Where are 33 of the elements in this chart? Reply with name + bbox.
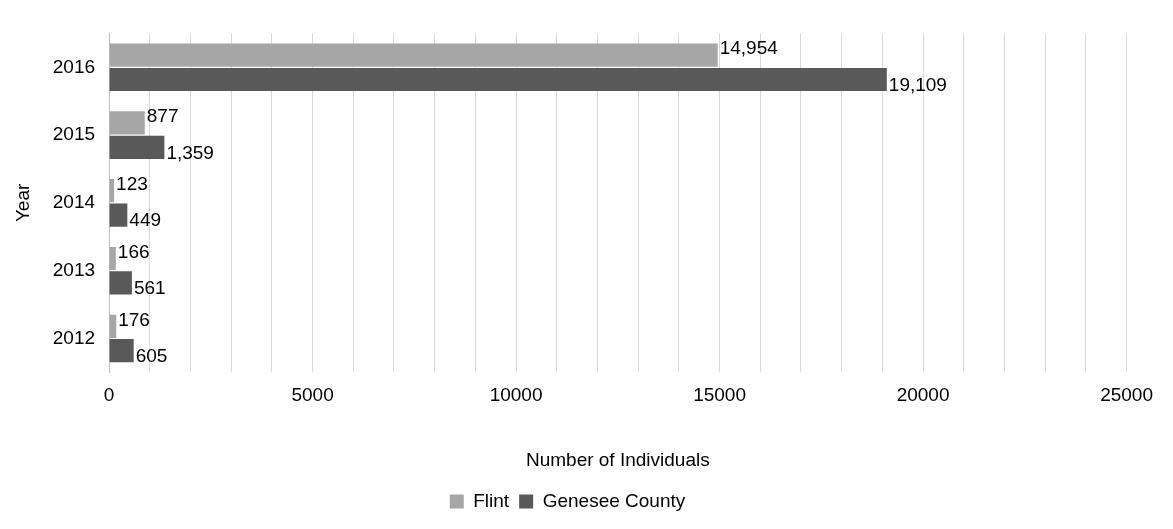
y-tick-label: 2015 [52, 123, 96, 145]
data-label: 166 [117, 240, 150, 262]
data-label: 19,109 [888, 73, 947, 95]
bar [109, 111, 145, 135]
x-tick-label: 0 [103, 384, 115, 406]
y-axis-title: Year [11, 183, 33, 223]
y-tick-label: 2016 [52, 55, 96, 77]
y-tick-label: 2013 [52, 258, 96, 280]
x-tick-label: 25000 [1100, 384, 1153, 406]
bar [109, 43, 718, 67]
data-label: 449 [129, 209, 162, 231]
bar [109, 135, 165, 159]
bar [109, 339, 134, 363]
data-label: 14,954 [719, 37, 779, 59]
x-tick-label: 5000 [291, 384, 334, 406]
y-tick-label: 2012 [52, 326, 96, 348]
data-label: 1,359 [166, 141, 214, 163]
x-tick-label: 20000 [896, 384, 950, 406]
x-tick-label: 10000 [489, 384, 543, 406]
data-label: 605 [135, 344, 168, 366]
data-label: 176 [118, 308, 150, 330]
data-label: 877 [146, 105, 179, 127]
data-label: 123 [116, 172, 148, 194]
bar [109, 246, 116, 271]
y-tick-label: 2014 [52, 191, 96, 213]
legend-label: Genesee County [542, 489, 686, 511]
bar [109, 271, 132, 295]
x-axis-title: Number of Individuals [525, 448, 710, 470]
legend-label: Flint [473, 489, 510, 511]
bar [109, 203, 128, 227]
data-label: 561 [133, 277, 166, 299]
x-tick-label: 15000 [693, 384, 746, 406]
bar [109, 67, 887, 92]
